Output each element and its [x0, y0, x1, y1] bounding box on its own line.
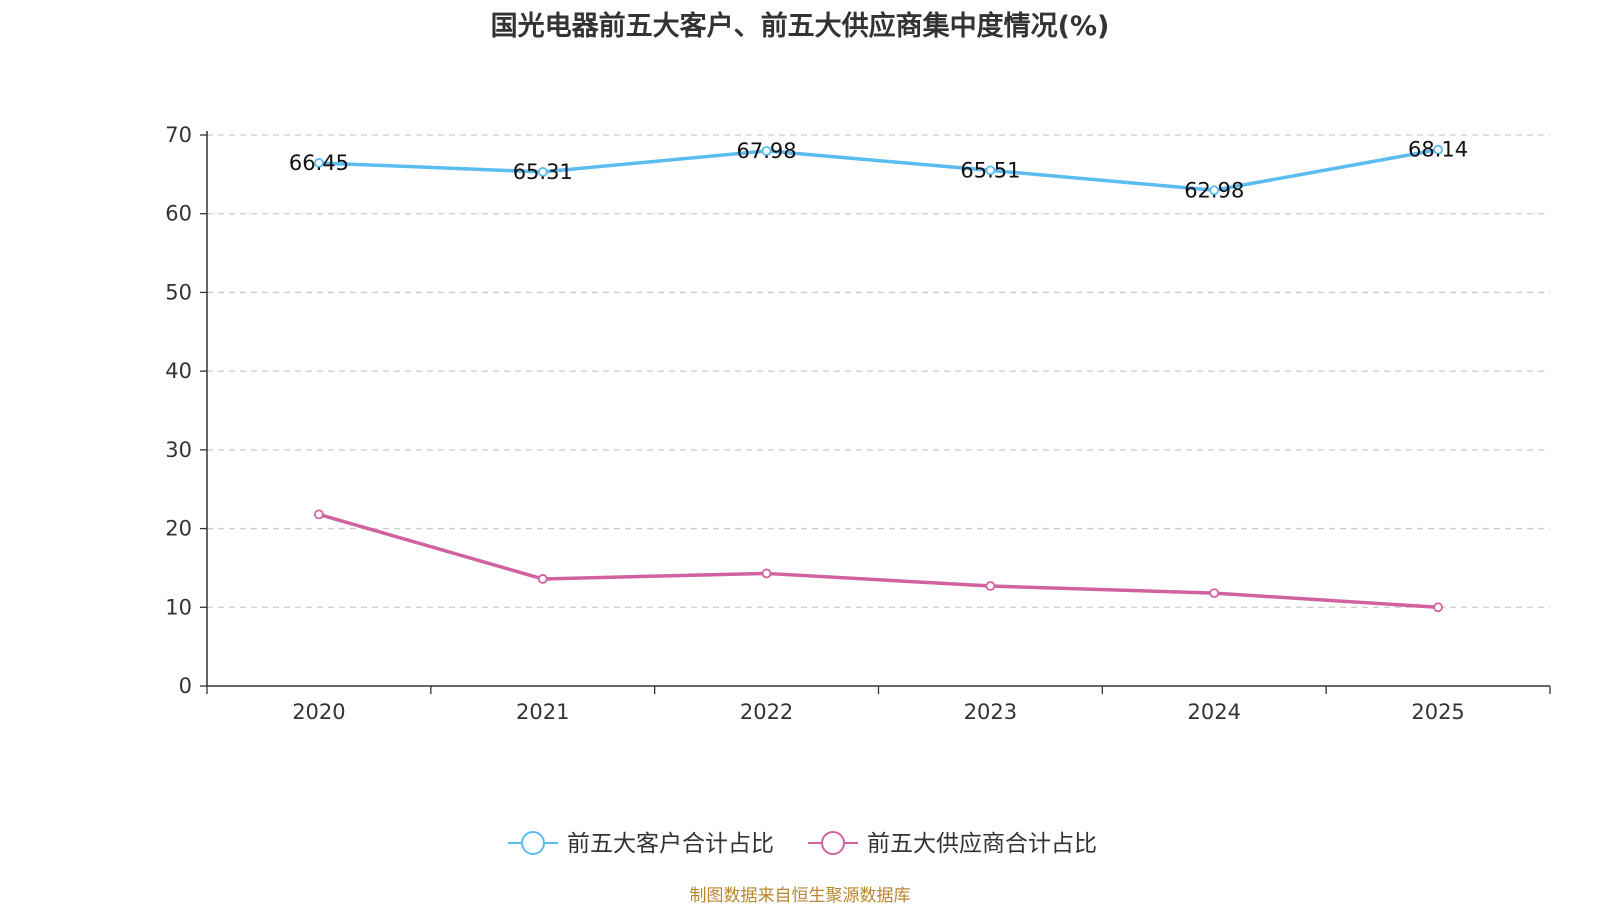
x-tick-label: 2024: [1188, 700, 1241, 724]
chart-title: 国光电器前五大客户、前五大供应商集中度情况(%): [490, 11, 1110, 42]
source-note: 制图数据来自恒生聚源数据库: [689, 886, 911, 906]
y-tick-label: 10: [165, 595, 192, 619]
y-tick-label: 70: [165, 123, 192, 147]
data-point: [1433, 602, 1443, 613]
y-tick-label: 0: [179, 674, 192, 698]
data-labels: 66.45 65.31 67.98 65.51 62.98 68.14: [289, 138, 1468, 203]
legend-marker-icon: [821, 831, 845, 855]
data-point: [985, 165, 996, 176]
data-label: 65.31: [513, 160, 573, 184]
data-label: 66.45: [289, 151, 349, 175]
x-tick-label: 2025: [1411, 700, 1464, 724]
grid-lines: [207, 134, 1550, 608]
data-point: [985, 581, 996, 591]
legend: 前五大客户合计占比 前五大供应商合计占比: [508, 831, 1097, 857]
data-label: 65.51: [960, 158, 1020, 182]
y-tick-label: 20: [165, 517, 192, 541]
data-point: [314, 158, 324, 168]
data-label: 67.98: [737, 139, 797, 163]
legend-label: 前五大客户合计占比: [567, 831, 774, 857]
x-tick-label: 2021: [516, 700, 569, 724]
data-point: [761, 568, 772, 579]
data-point: [1209, 588, 1220, 599]
data-point: [761, 146, 772, 156]
y-tick-label: 60: [165, 202, 192, 226]
data-point: [537, 574, 548, 584]
legend-label: 前五大供应商合计占比: [867, 831, 1097, 857]
data-point: [1209, 185, 1220, 196]
data-point: [1433, 144, 1443, 155]
series-lines: [314, 144, 1443, 613]
data-label: 68.14: [1408, 138, 1468, 162]
axes: 0 10 20 30 40 50 60 70 2020 2021 2022 2023 2024 2025: [165, 123, 1551, 724]
y-tick-label: 40: [165, 359, 192, 383]
data-point: [537, 167, 548, 177]
data-label: 62.98: [1184, 178, 1244, 202]
y-tick-label: 30: [165, 438, 192, 462]
y-tick-label: 50: [165, 280, 192, 304]
x-tick-label: 2023: [964, 700, 1017, 724]
x-tick-label: 2020: [292, 700, 345, 724]
x-tick-label: 2022: [740, 700, 793, 724]
legend-marker-icon: [521, 831, 545, 855]
series-line-2: [318, 512, 1439, 610]
data-point: [314, 509, 324, 520]
series-line-1: [318, 147, 1439, 193]
